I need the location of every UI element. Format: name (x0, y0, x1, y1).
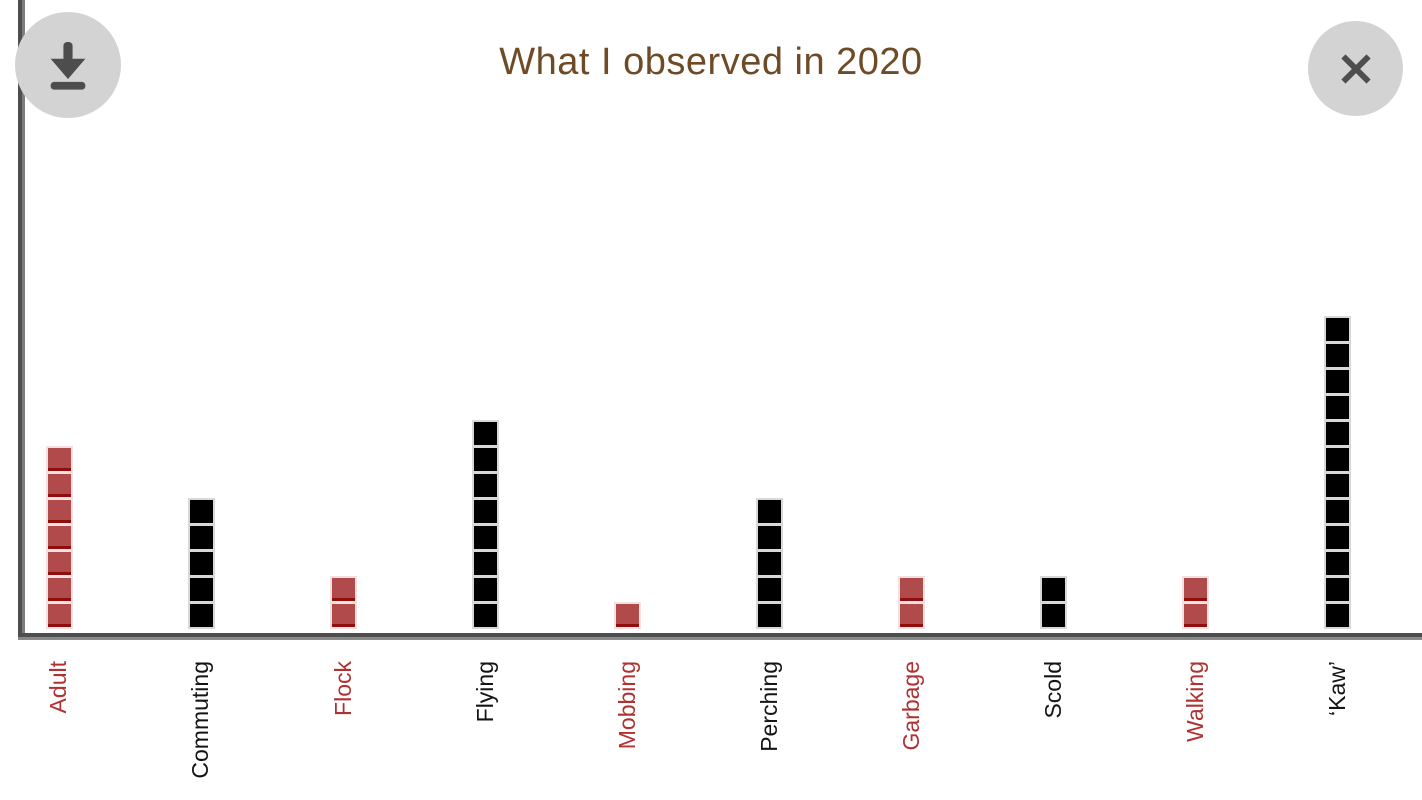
x-axis-label: Adult (45, 661, 72, 714)
bar-column (1125, 576, 1267, 630)
x-axis-label: Flying (471, 661, 498, 723)
x-axis-label-cell: Adult (0, 661, 130, 800)
unit-square (1324, 420, 1352, 447)
unit-square (756, 498, 784, 525)
unit-square (187, 602, 215, 629)
unit-square (1182, 576, 1210, 603)
unit-square (471, 472, 499, 499)
bar-column (130, 498, 272, 630)
bar-column (841, 576, 983, 630)
x-axis-label-cell: Flock (272, 661, 414, 800)
unit-square (756, 550, 784, 577)
unit-square (1324, 316, 1352, 343)
unit-square (471, 550, 499, 577)
unit-square (1324, 472, 1352, 499)
unit-square (45, 524, 73, 551)
bar-column (272, 576, 414, 630)
unit-square (613, 602, 641, 629)
x-axis-label-cell: ‘Kaw’ (1267, 661, 1409, 800)
unit-square (1324, 342, 1352, 369)
unit-square (1324, 524, 1352, 551)
x-axis-label: Perching (755, 661, 782, 752)
unit-square (1324, 576, 1352, 603)
download-button[interactable] (15, 12, 121, 118)
x-axis-label-cell: Flying (414, 661, 556, 800)
bar-column (556, 602, 698, 630)
unit-square (187, 576, 215, 603)
unit-square (329, 602, 357, 629)
unit-square (756, 602, 784, 629)
x-axis-labels: Adult Commuting Flock Flying Mobbing Perching… (0, 661, 1409, 800)
bar-column (983, 576, 1125, 630)
bar-column (414, 420, 556, 630)
unit-square (329, 576, 357, 603)
x-axis-label-cell: Walking (1125, 661, 1267, 800)
bar-column (1267, 316, 1409, 630)
x-axis-label-cell: Garbage (841, 661, 983, 800)
x-axis-label: Scold (1040, 661, 1067, 719)
x-axis-label: Walking (1182, 661, 1209, 742)
unit-square (1324, 368, 1352, 395)
x-axis-label-cell: Perching (698, 661, 840, 800)
close-icon (1330, 43, 1382, 95)
unit-square (1324, 498, 1352, 525)
bar-column (0, 446, 130, 630)
unit-square (45, 602, 73, 629)
unit-square (471, 576, 499, 603)
unit-square (471, 602, 499, 629)
unit-square (45, 446, 73, 473)
unit-square (187, 550, 215, 577)
unit-square (187, 524, 215, 551)
unit-square (1182, 602, 1210, 629)
unit-square (1040, 602, 1068, 629)
close-button[interactable] (1308, 21, 1403, 116)
unit-square (45, 576, 73, 603)
unit-square (471, 446, 499, 473)
x-axis-label-cell: Commuting (130, 661, 272, 800)
y-axis-line (18, 0, 25, 640)
unit-square (1324, 446, 1352, 473)
unit-square (898, 576, 926, 603)
unit-square (1324, 550, 1352, 577)
x-axis-line (18, 633, 1422, 640)
unit-square (471, 498, 499, 525)
unit-square (1324, 602, 1352, 629)
download-icon (39, 36, 97, 94)
unit-square (1324, 394, 1352, 421)
x-axis-label-cell: Mobbing (556, 661, 698, 800)
unit-square (756, 524, 784, 551)
unit-square (45, 498, 73, 525)
unit-square (187, 498, 215, 525)
x-axis-label: Flock (329, 661, 356, 716)
bar-column (698, 498, 840, 630)
unit-square (471, 420, 499, 447)
x-axis-label: Mobbing (613, 661, 640, 750)
chart-columns (0, 316, 1409, 630)
unit-square (756, 576, 784, 603)
page-title: What I observed in 2020 (499, 41, 923, 84)
unit-square (1040, 576, 1068, 603)
unit-square (45, 550, 73, 577)
x-axis-label: Garbage (897, 661, 924, 751)
x-axis-label: Commuting (187, 661, 214, 779)
x-axis-label-cell: Scold (983, 661, 1125, 800)
unit-square (45, 472, 73, 499)
unit-square (898, 602, 926, 629)
x-axis-label: ‘Kaw’ (1324, 661, 1351, 716)
unit-square (471, 524, 499, 551)
